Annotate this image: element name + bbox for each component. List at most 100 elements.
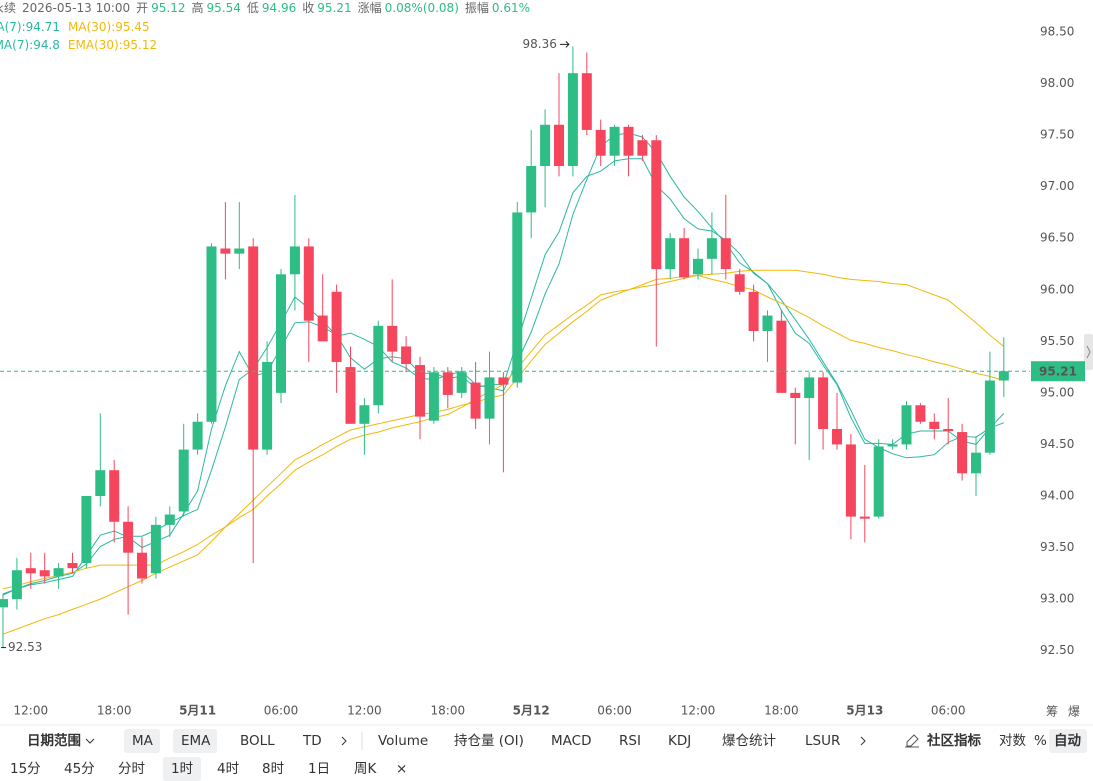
x-tick-label: 18:00: [431, 704, 466, 718]
candle-body: [123, 521, 134, 553]
sub-indicator-button[interactable]: LSUR: [805, 733, 840, 749]
x-tick-label: 5月13: [846, 704, 883, 718]
header-field: :: [29, 38, 33, 52]
side-handle[interactable]: [1084, 334, 1093, 370]
candle-body: [706, 238, 717, 259]
chevron-right[interactable]: [341, 736, 347, 746]
sub-indicator-button[interactable]: Volume: [378, 733, 428, 749]
interval-button[interactable]: 15分: [10, 761, 41, 777]
candle-body: [303, 246, 314, 321]
y-tick-label: 94.50: [1040, 437, 1074, 451]
sub-indicator-button[interactable]: MACD: [551, 733, 591, 749]
percent-toggle[interactable]: %: [1034, 733, 1047, 749]
candle-body: [428, 372, 439, 421]
candle-body: [776, 320, 787, 393]
interval-button[interactable]: 1日: [308, 761, 330, 777]
header-field: 95.45: [115, 20, 149, 34]
candle-body: [234, 248, 245, 254]
header-field: 95.21: [317, 1, 351, 15]
candle-body: [289, 246, 300, 275]
candle-body: [192, 421, 203, 450]
sub-indicator-button[interactable]: RSI: [619, 733, 641, 749]
candle-body: [53, 568, 64, 577]
candle-body: [137, 552, 147, 579]
candle-body: [623, 126, 634, 156]
interval-button[interactable]: 分时: [118, 761, 145, 777]
log-toggle[interactable]: 对数: [999, 733, 1027, 749]
close-button[interactable]: ×: [396, 761, 407, 777]
candle-body: [11, 570, 22, 600]
candle-body: [178, 449, 189, 512]
candle-body: [95, 470, 106, 496]
candle-body: [456, 372, 467, 393]
candle-body: [734, 274, 745, 292]
indicator-button[interactable]: MA: [132, 733, 154, 749]
indicator-active-bg: [173, 729, 217, 753]
ohlc-header: 永续 2026-05-13 10:00 开95.12 高95.54 低94.96 收95.…: [0, 0, 530, 15]
indicator-button[interactable]: TD: [302, 733, 322, 749]
toolbar: 筹爆日期范围 MA EMA BOLL TD Volume 持仓量 (OI) MACD RSI KD…: [10, 705, 1087, 781]
candle-body: [220, 248, 231, 254]
auto-toggle[interactable]: 自动: [1054, 732, 1082, 749]
header-field: :: [119, 38, 123, 52]
interval-button[interactable]: 周K: [354, 761, 377, 777]
header-field: 95.12: [151, 1, 185, 15]
interval-button[interactable]: 4时: [217, 761, 239, 777]
candle-body: [67, 563, 78, 569]
interval-button[interactable]: 1时: [171, 761, 193, 777]
interval-active-bg: [163, 757, 201, 781]
header-field: 开: [136, 1, 148, 15]
candle-body: [526, 166, 537, 213]
y-tick-label: 95.00: [1040, 385, 1074, 399]
header-field: MA(30): [68, 20, 111, 34]
low-annotation: 92.53: [8, 640, 42, 654]
candle-body: [0, 599, 8, 608]
sub-indicator-button[interactable]: 持仓量 (OI): [454, 733, 524, 749]
interval-button[interactable]: 45分: [64, 761, 95, 777]
community-indicators[interactable]: 社区指标: [926, 732, 981, 749]
candle-body: [943, 428, 954, 432]
header-field: 94.71: [26, 20, 60, 34]
header-field: EMA(7): [0, 38, 29, 52]
x-tick-label: 12:00: [347, 704, 382, 718]
auto-active-bg: [1049, 729, 1087, 753]
candle-body: [957, 432, 968, 474]
candle-body: [554, 124, 564, 167]
x-tick-label: 5月11: [179, 704, 216, 718]
header-field: 高: [192, 0, 204, 15]
y-tick-label: 96.50: [1040, 231, 1074, 245]
candle-body: [790, 392, 801, 399]
interval-button[interactable]: 8时: [262, 761, 284, 777]
x-tick-label: 12:00: [681, 704, 716, 718]
x-tick-label: 06:00: [264, 704, 299, 718]
indicator-button[interactable]: EMA: [181, 733, 211, 749]
header-field: 0.61%: [492, 1, 530, 15]
chevron-right[interactable]: [860, 736, 866, 746]
header-field: 95.54: [207, 1, 241, 15]
candle-body: [581, 73, 592, 130]
last-price-label: 95.21: [1039, 365, 1077, 379]
sub-indicator-button[interactable]: KDJ: [668, 733, 691, 749]
header-field: MA(7): [0, 20, 22, 34]
last-price-tag: [1031, 361, 1085, 382]
candle-body: [109, 470, 120, 522]
side-tool[interactable]: 爆: [1068, 705, 1080, 719]
sub-indicator-button[interactable]: 爆仓统计: [722, 733, 776, 749]
candle-body: [470, 382, 481, 419]
date-range[interactable]: 日期范围: [27, 732, 81, 749]
candle-body: [637, 140, 648, 156]
indicator-button[interactable]: BOLL: [240, 733, 275, 749]
candle-body: [762, 315, 773, 332]
candle-body: [748, 291, 759, 332]
indicator-active-bg: [124, 729, 160, 753]
header-field: 2026-05-13 10:00: [22, 1, 130, 15]
candle-body: [929, 421, 940, 429]
y-tick-label: 98.00: [1040, 76, 1074, 90]
header-field: 94.96: [262, 1, 296, 15]
header-field: 低: [247, 1, 259, 15]
side-tool[interactable]: 筹: [1046, 705, 1058, 719]
y-tick-label: 92.50: [1040, 643, 1074, 657]
